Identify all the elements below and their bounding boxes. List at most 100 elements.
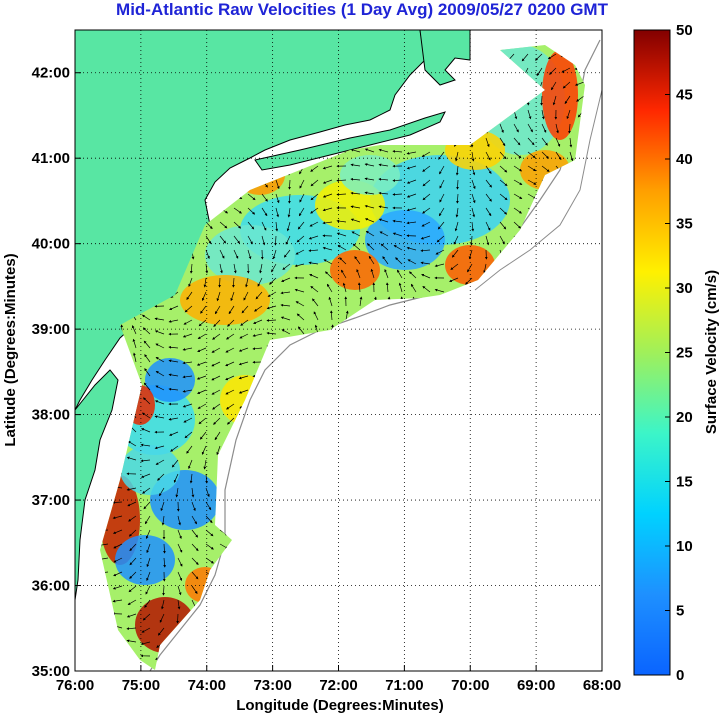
current-arrow [471,207,476,218]
current-arrow [241,305,249,314]
current-arrow [350,177,361,181]
current-arrow [382,256,389,265]
current-arrow [406,165,417,170]
current-arrow [378,163,389,167]
velocity-patch [542,50,578,140]
current-arrow [183,417,193,423]
current-arrow [169,431,179,436]
colorbar-tick-label: 20 [676,409,693,426]
current-arrow [540,95,543,106]
current-arrow [191,487,195,498]
current-arrow [145,529,151,539]
current-arrow [378,205,389,209]
current-arrow [422,179,431,187]
current-arrow [201,445,207,455]
current-arrow [126,639,137,643]
current-arrow [182,375,193,379]
colorbar-tick-label: 10 [676,538,693,555]
current-arrow [177,585,182,596]
current-arrow [199,431,207,440]
current-arrow [261,193,268,202]
y-tick-label: 42:00 [32,65,70,82]
current-arrow [143,340,151,349]
current-arrow [324,271,333,279]
current-arrow [252,347,263,351]
current-arrow [188,459,193,470]
current-arrow [499,193,508,201]
current-arrow [378,218,389,223]
current-arrow [393,245,403,251]
current-arrow [131,325,137,335]
colorbar-tick-label: 15 [676,474,693,491]
current-arrow [219,249,225,259]
current-arrow [238,347,249,352]
current-arrow [527,151,536,159]
current-arrow [322,207,333,212]
current-arrow [212,403,221,410]
current-arrow [555,151,562,161]
current-arrow [310,193,319,201]
current-arrow [168,359,179,363]
current-arrow [189,263,193,274]
current-arrow [351,231,361,237]
current-arrow [421,221,431,227]
current-arrow [225,361,235,367]
current-arrow [191,571,199,580]
current-arrow [177,599,181,610]
y-tick-label: 35:00 [32,663,70,680]
current-arrow [378,148,389,153]
current-arrow [161,599,165,610]
current-arrow [410,283,417,293]
current-arrow [171,459,179,468]
current-arrow [213,319,221,328]
current-arrow [368,255,375,265]
current-arrow [266,331,277,335]
current-arrow [197,403,207,409]
current-arrow [379,231,389,237]
current-arrow [233,235,240,244]
current-arrow [453,235,459,245]
x-tick-label: 71:00 [385,677,423,694]
current-arrow [191,557,199,566]
current-arrow [342,282,347,293]
current-arrow [549,67,557,75]
current-arrow [211,375,221,381]
current-arrow [576,95,585,102]
current-arrow [184,431,193,439]
land-mass [75,30,426,411]
current-arrow [499,151,507,160]
current-arrow [238,389,249,394]
current-arrow [113,571,123,577]
current-arrow [471,151,475,162]
current-arrow [329,310,333,321]
x-tick-label: 76:00 [56,677,94,694]
current-arrow [275,221,279,232]
current-arrow [364,218,375,223]
current-arrow [161,515,165,526]
current-arrow [177,557,183,567]
current-arrow [397,269,403,279]
current-arrow [354,256,361,265]
current-arrow [205,263,209,274]
current-arrow [127,599,137,605]
current-arrow [142,613,151,621]
current-arrow [527,137,535,146]
current-arrow [197,389,207,394]
current-arrow [551,81,557,91]
current-arrow [182,361,193,365]
current-arrow [471,165,476,176]
current-arrow [513,151,522,159]
current-arrow [163,543,166,554]
current-arrow [173,473,179,483]
current-arrow [168,373,179,377]
x-axis: 76:00 75:00 74:00 73:00 72:00 71:00 70:00 69:00… [56,665,621,694]
current-arrow [169,305,179,311]
current-arrow [449,277,459,282]
current-arrow [378,191,389,195]
current-arrow [527,179,537,185]
current-arrow [285,235,291,245]
current-arrow [182,389,193,393]
current-arrow [398,282,403,293]
current-arrow [406,207,417,212]
current-arrow [191,501,196,512]
